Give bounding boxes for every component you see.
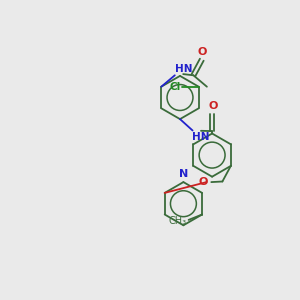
Text: O: O bbox=[199, 177, 208, 187]
Text: HN: HN bbox=[192, 132, 209, 142]
Text: O: O bbox=[198, 47, 207, 57]
Text: O: O bbox=[208, 101, 218, 111]
Text: N: N bbox=[179, 169, 188, 179]
Text: HN: HN bbox=[175, 64, 192, 74]
Text: CH₃: CH₃ bbox=[169, 215, 187, 226]
Text: Cl: Cl bbox=[169, 82, 181, 92]
